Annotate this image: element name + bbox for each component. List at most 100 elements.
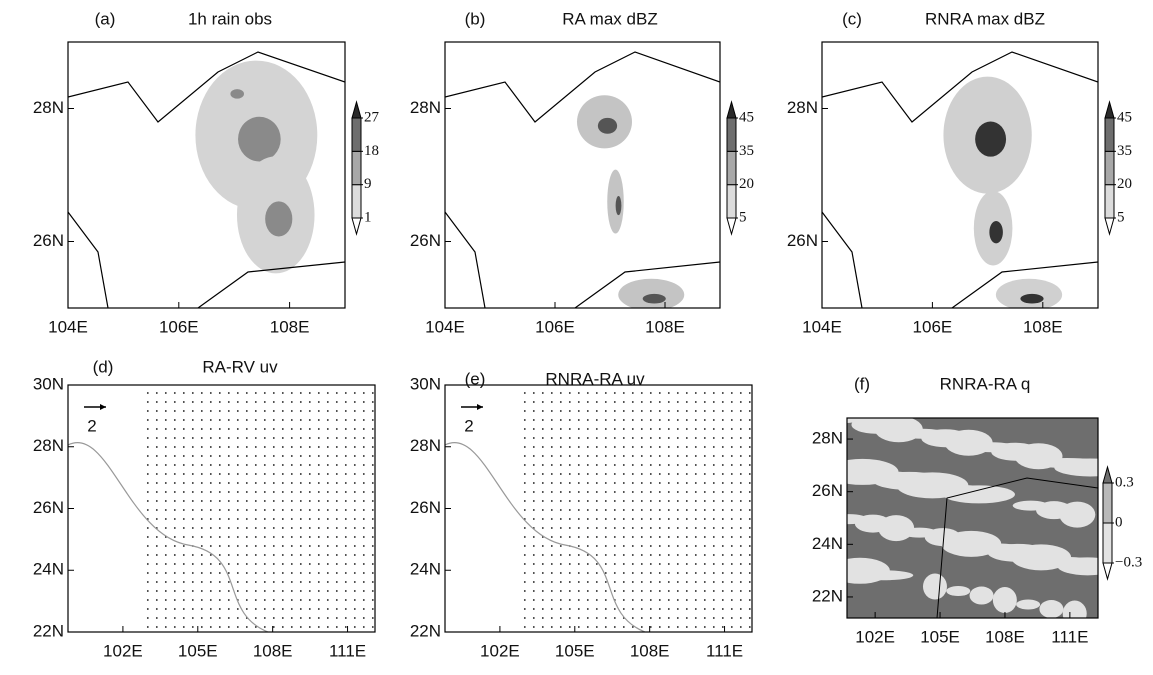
vector-dot: [640, 581, 643, 583]
vector-dot: [640, 563, 643, 565]
vector-dot: [218, 428, 221, 430]
vector-dot: [173, 581, 176, 583]
vector-dot: [721, 500, 724, 502]
vector-dot: [577, 428, 580, 430]
vector-dot: [353, 527, 356, 529]
vector-dot: [236, 491, 239, 493]
vector-dot: [317, 527, 320, 529]
vector-dot: [155, 608, 158, 610]
vector-dot: [730, 455, 733, 457]
vector-dot: [371, 554, 374, 556]
vector-dot: [191, 527, 194, 529]
shaded-area: [995, 278, 1063, 308]
vector-dot: [371, 545, 374, 547]
vector-dot: [631, 545, 634, 547]
vector-dot: [685, 437, 688, 439]
vector-dot: [658, 428, 661, 430]
vector-dot: [182, 500, 185, 502]
vector-dot: [218, 437, 221, 439]
vector-dot: [335, 428, 338, 430]
vector-dot: [532, 590, 535, 592]
vector-dot: [694, 554, 697, 556]
vector-dot: [353, 536, 356, 538]
vector-dot: [649, 581, 652, 583]
vector-dot: [640, 455, 643, 457]
vector-dot: [308, 545, 311, 547]
vector-dot: [173, 617, 176, 619]
vector-dot: [586, 482, 589, 484]
vector-dot: [622, 608, 625, 610]
vector-dot: [649, 392, 652, 394]
vector-dot: [182, 581, 185, 583]
vector-dot: [613, 401, 616, 403]
vector-dot: [245, 608, 248, 610]
vector-dot: [703, 626, 706, 628]
vector-dot: [649, 491, 652, 493]
x-tick-label: 105E: [920, 627, 960, 646]
vector-dot: [191, 536, 194, 538]
vector-dot: [326, 554, 329, 556]
vector-dot: [362, 608, 365, 610]
vector-dot: [263, 419, 266, 421]
vector-dot: [227, 590, 230, 592]
vector-dot: [640, 464, 643, 466]
vector-dot: [586, 581, 589, 583]
vector-dot: [640, 617, 643, 619]
vector-dot: [595, 491, 598, 493]
vector-dot: [200, 599, 203, 601]
vector-dot: [748, 545, 751, 547]
vector-dot: [568, 536, 571, 538]
vector-dot: [721, 392, 724, 394]
vector-dot: [290, 473, 293, 475]
vector-dot: [245, 464, 248, 466]
vector-dot: [263, 599, 266, 601]
vector-dot: [667, 509, 670, 511]
vector-dot: [739, 464, 742, 466]
vector-dot: [595, 473, 598, 475]
vector-dot: [685, 581, 688, 583]
vector-dot: [559, 473, 562, 475]
vector-dot: [712, 464, 715, 466]
vector-dot: [164, 464, 167, 466]
vector-dot: [748, 410, 751, 412]
vector-dot: [263, 626, 266, 628]
vector-dot: [254, 518, 257, 520]
vector-dot: [263, 590, 266, 592]
vector-dot: [613, 455, 616, 457]
vector-dot: [218, 536, 221, 538]
vector-dot: [550, 491, 553, 493]
vector-dot: [317, 536, 320, 538]
colorbar-label: 35: [739, 143, 754, 159]
border-line: [68, 51, 345, 123]
vector-dot: [227, 410, 230, 412]
vector-dot: [182, 599, 185, 601]
vector-dot: [164, 428, 167, 430]
colorbar-label: 0.3: [1115, 474, 1134, 490]
vector-dot: [245, 428, 248, 430]
vector-dot: [658, 455, 661, 457]
vector-dot: [649, 518, 652, 520]
vector-dot: [694, 527, 697, 529]
vector-dot: [200, 554, 203, 556]
vector-dot: [371, 518, 374, 520]
vector-dot: [604, 500, 607, 502]
vector-dot: [155, 563, 158, 565]
vector-dot: [541, 491, 544, 493]
vector-dot: [218, 527, 221, 529]
shaded-core: [230, 89, 244, 99]
vector-dot: [694, 626, 697, 628]
vector-dot: [326, 446, 329, 448]
vector-dot: [739, 617, 742, 619]
vector-dot: [227, 545, 230, 547]
vector-dot: [155, 491, 158, 493]
colorbar-box: [351, 117, 362, 152]
vector-dot: [344, 572, 347, 574]
vector-dot: [344, 626, 347, 628]
vector-dot: [577, 473, 580, 475]
vector-dot: [577, 599, 580, 601]
vector-dot: [371, 536, 374, 538]
vector-dot: [344, 617, 347, 619]
vector-dot: [595, 509, 598, 511]
vector-dot: [595, 428, 598, 430]
vector-dot: [164, 419, 167, 421]
